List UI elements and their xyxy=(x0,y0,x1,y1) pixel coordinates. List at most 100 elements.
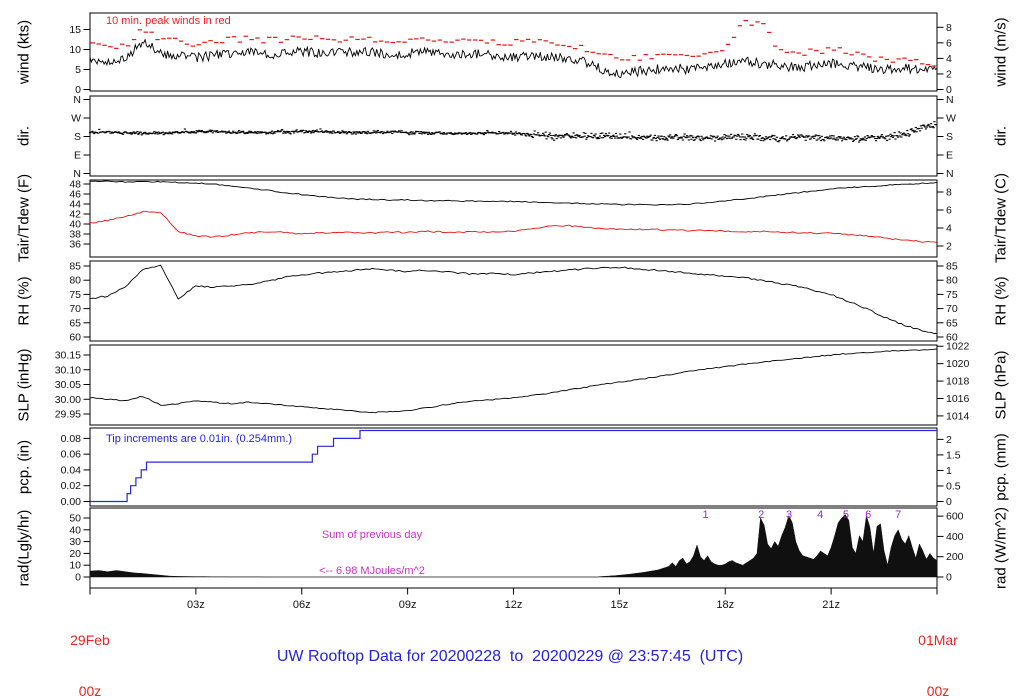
tick-label-right-rh: 60 xyxy=(946,332,958,344)
chart-title: UW Rooftop Data for 20200228 to 20200229… xyxy=(276,648,744,665)
tick-label-left-pcp: 0.06 xyxy=(61,449,82,461)
ylabel-left-rh: RH (%) xyxy=(15,276,33,326)
wind-peak-annotation: 10 min. peak winds in red xyxy=(106,15,231,27)
series-rh-pct xyxy=(89,264,937,334)
tick-label-right-dir: S xyxy=(946,131,953,143)
tick-label-left-rad: 10 xyxy=(69,560,81,572)
series-wind-10min-peak-kts xyxy=(90,20,937,67)
tick-label-right-rh: 65 xyxy=(946,317,958,329)
tick-label-left-pcp: 0.00 xyxy=(61,496,82,508)
tick-label-right-wind: 2 xyxy=(946,68,952,80)
tick-label-right-slp: 1022 xyxy=(946,341,970,353)
tick-label-left-dir: W xyxy=(71,113,81,125)
tick-label-left-slp: 30.10 xyxy=(55,364,81,376)
tick-label-right-dir: W xyxy=(946,113,956,125)
x-tick-label: 03z xyxy=(187,599,205,611)
tick-label-left-rad: 0 xyxy=(75,572,81,584)
tick-label-right-tair: 2 xyxy=(946,241,952,253)
rad-sum-line1: Sum of previous day xyxy=(321,529,423,541)
tick-label-left-wind: 5 xyxy=(75,64,81,76)
panel-box-dir xyxy=(89,95,938,177)
end-date-label: 01Mar xyxy=(918,632,958,648)
rad-event-marker: 3 xyxy=(786,509,792,521)
tick-label-right-dir: N xyxy=(946,94,954,106)
tick-label-right-slp: 1018 xyxy=(946,376,970,388)
tick-label-right-slp: 1020 xyxy=(946,358,970,370)
tick-label-left-rad: 50 xyxy=(69,513,81,525)
tick-label-right-rh: 80 xyxy=(946,275,958,287)
tick-label-right-slp: 1014 xyxy=(946,410,970,422)
tick-label-left-dir: N xyxy=(73,168,81,180)
tick-label-right-wind: 4 xyxy=(946,53,952,65)
pcp-tip-annotation: Tip increments are 0.01in. (0.254mm.) xyxy=(106,433,293,445)
tick-label-right-pcp: 1 xyxy=(946,465,952,477)
tick-label-left-rh: 70 xyxy=(69,303,81,315)
tick-label-right-wind: 0 xyxy=(946,84,952,96)
x-axis-end-label: 01Mar 00z xyxy=(918,598,958,700)
series-wind-average-kts xyxy=(89,38,938,79)
tick-label-left-wind: 15 xyxy=(69,24,81,36)
tick-label-left-rad: 20 xyxy=(69,548,81,560)
tick-label-left-slp: 29.95 xyxy=(55,409,81,421)
tick-label-right-pcp: 1.5 xyxy=(946,449,961,461)
tick-label-right-rh: 85 xyxy=(946,261,958,273)
tick-label-left-rh: 80 xyxy=(69,275,81,287)
x-tick-label: 18z xyxy=(716,599,734,611)
x-tick-label: 15z xyxy=(611,599,629,611)
x-tick-label: 06z xyxy=(293,599,311,611)
tick-label-right-rh: 70 xyxy=(946,303,958,315)
series-slp-inhg xyxy=(89,348,937,414)
tick-label-left-tair: 40 xyxy=(69,219,81,231)
tick-label-right-dir: E xyxy=(946,150,953,162)
tick-label-right-pcp: 2 xyxy=(946,434,952,446)
series-solar-rad-lgly-hr xyxy=(89,514,938,578)
ylabel-right-tair: Tair/Tdew (C) xyxy=(992,172,1010,264)
series-wind-direction-deg xyxy=(88,121,938,143)
tick-label-right-pcp: 0.5 xyxy=(946,480,961,492)
rad-sum-annotation: Sum of previous day <-- 6.98 MJoules/m^2 xyxy=(319,505,425,601)
tick-label-right-dir: N xyxy=(946,168,954,180)
start-hour-label: 00z xyxy=(78,683,102,699)
ylabel-left-tair: Tair/Tdew (F) xyxy=(15,173,33,263)
tick-label-left-tair: 38 xyxy=(69,229,81,241)
ylabel-right-dir: dir. xyxy=(992,125,1010,147)
tick-label-left-rh: 65 xyxy=(69,317,81,329)
ylabel-left-pcp: pcp. (in) xyxy=(15,439,33,495)
tick-label-left-dir: N xyxy=(73,94,81,106)
tick-label-left-slp: 30.00 xyxy=(55,394,81,406)
tick-label-left-pcp: 0.02 xyxy=(61,480,82,492)
tick-label-left-tair: 46 xyxy=(69,189,81,201)
tick-label-left-tair: 48 xyxy=(69,179,81,191)
tick-label-left-rh: 85 xyxy=(69,261,81,273)
tick-label-right-rad: 400 xyxy=(946,531,964,543)
panel-box-rh xyxy=(89,260,938,342)
ylabel-left-rad: rad(Lgly/hr) xyxy=(15,509,33,587)
rad-event-marker: 4 xyxy=(817,509,823,521)
series-tdew-f xyxy=(89,210,937,243)
ylabel-right-pcp: pcp. (mm) xyxy=(992,433,1010,501)
tick-label-left-rad: 40 xyxy=(69,524,81,536)
rad-event-marker: 2 xyxy=(758,509,764,521)
tick-label-left-tair: 44 xyxy=(69,199,81,211)
tick-label-right-slp: 1016 xyxy=(946,393,970,405)
tick-label-right-wind: 6 xyxy=(946,37,952,49)
tick-label-left-rh: 60 xyxy=(69,332,81,344)
series-precip-accum-in xyxy=(90,429,937,503)
ylabel-right-wind: wind (m/s) xyxy=(992,17,1010,87)
tick-label-left-slp: 30.15 xyxy=(55,350,81,362)
end-hour-label: 00z xyxy=(926,683,950,699)
panel-box-wind xyxy=(89,12,938,92)
tick-label-right-rad: 0 xyxy=(946,572,952,584)
tick-label-right-tair: 4 xyxy=(946,223,952,235)
ylabel-left-slp: SLP (inHg) xyxy=(15,348,33,422)
x-axis-start-label: 29Feb 00z xyxy=(70,598,110,700)
tick-label-left-dir: E xyxy=(74,150,81,162)
tick-label-right-wind: 8 xyxy=(946,22,952,34)
ylabel-right-rad: rad (W/m^2) xyxy=(992,506,1010,590)
tick-label-right-rad: 200 xyxy=(946,551,964,563)
ylabel-right-slp: SLP (hPa) xyxy=(992,350,1010,420)
panel-box-pcp xyxy=(89,427,938,507)
tick-label-left-slp: 30.05 xyxy=(55,379,81,391)
tick-label-left-wind: 10 xyxy=(69,44,81,56)
series-tair-f xyxy=(89,180,937,206)
